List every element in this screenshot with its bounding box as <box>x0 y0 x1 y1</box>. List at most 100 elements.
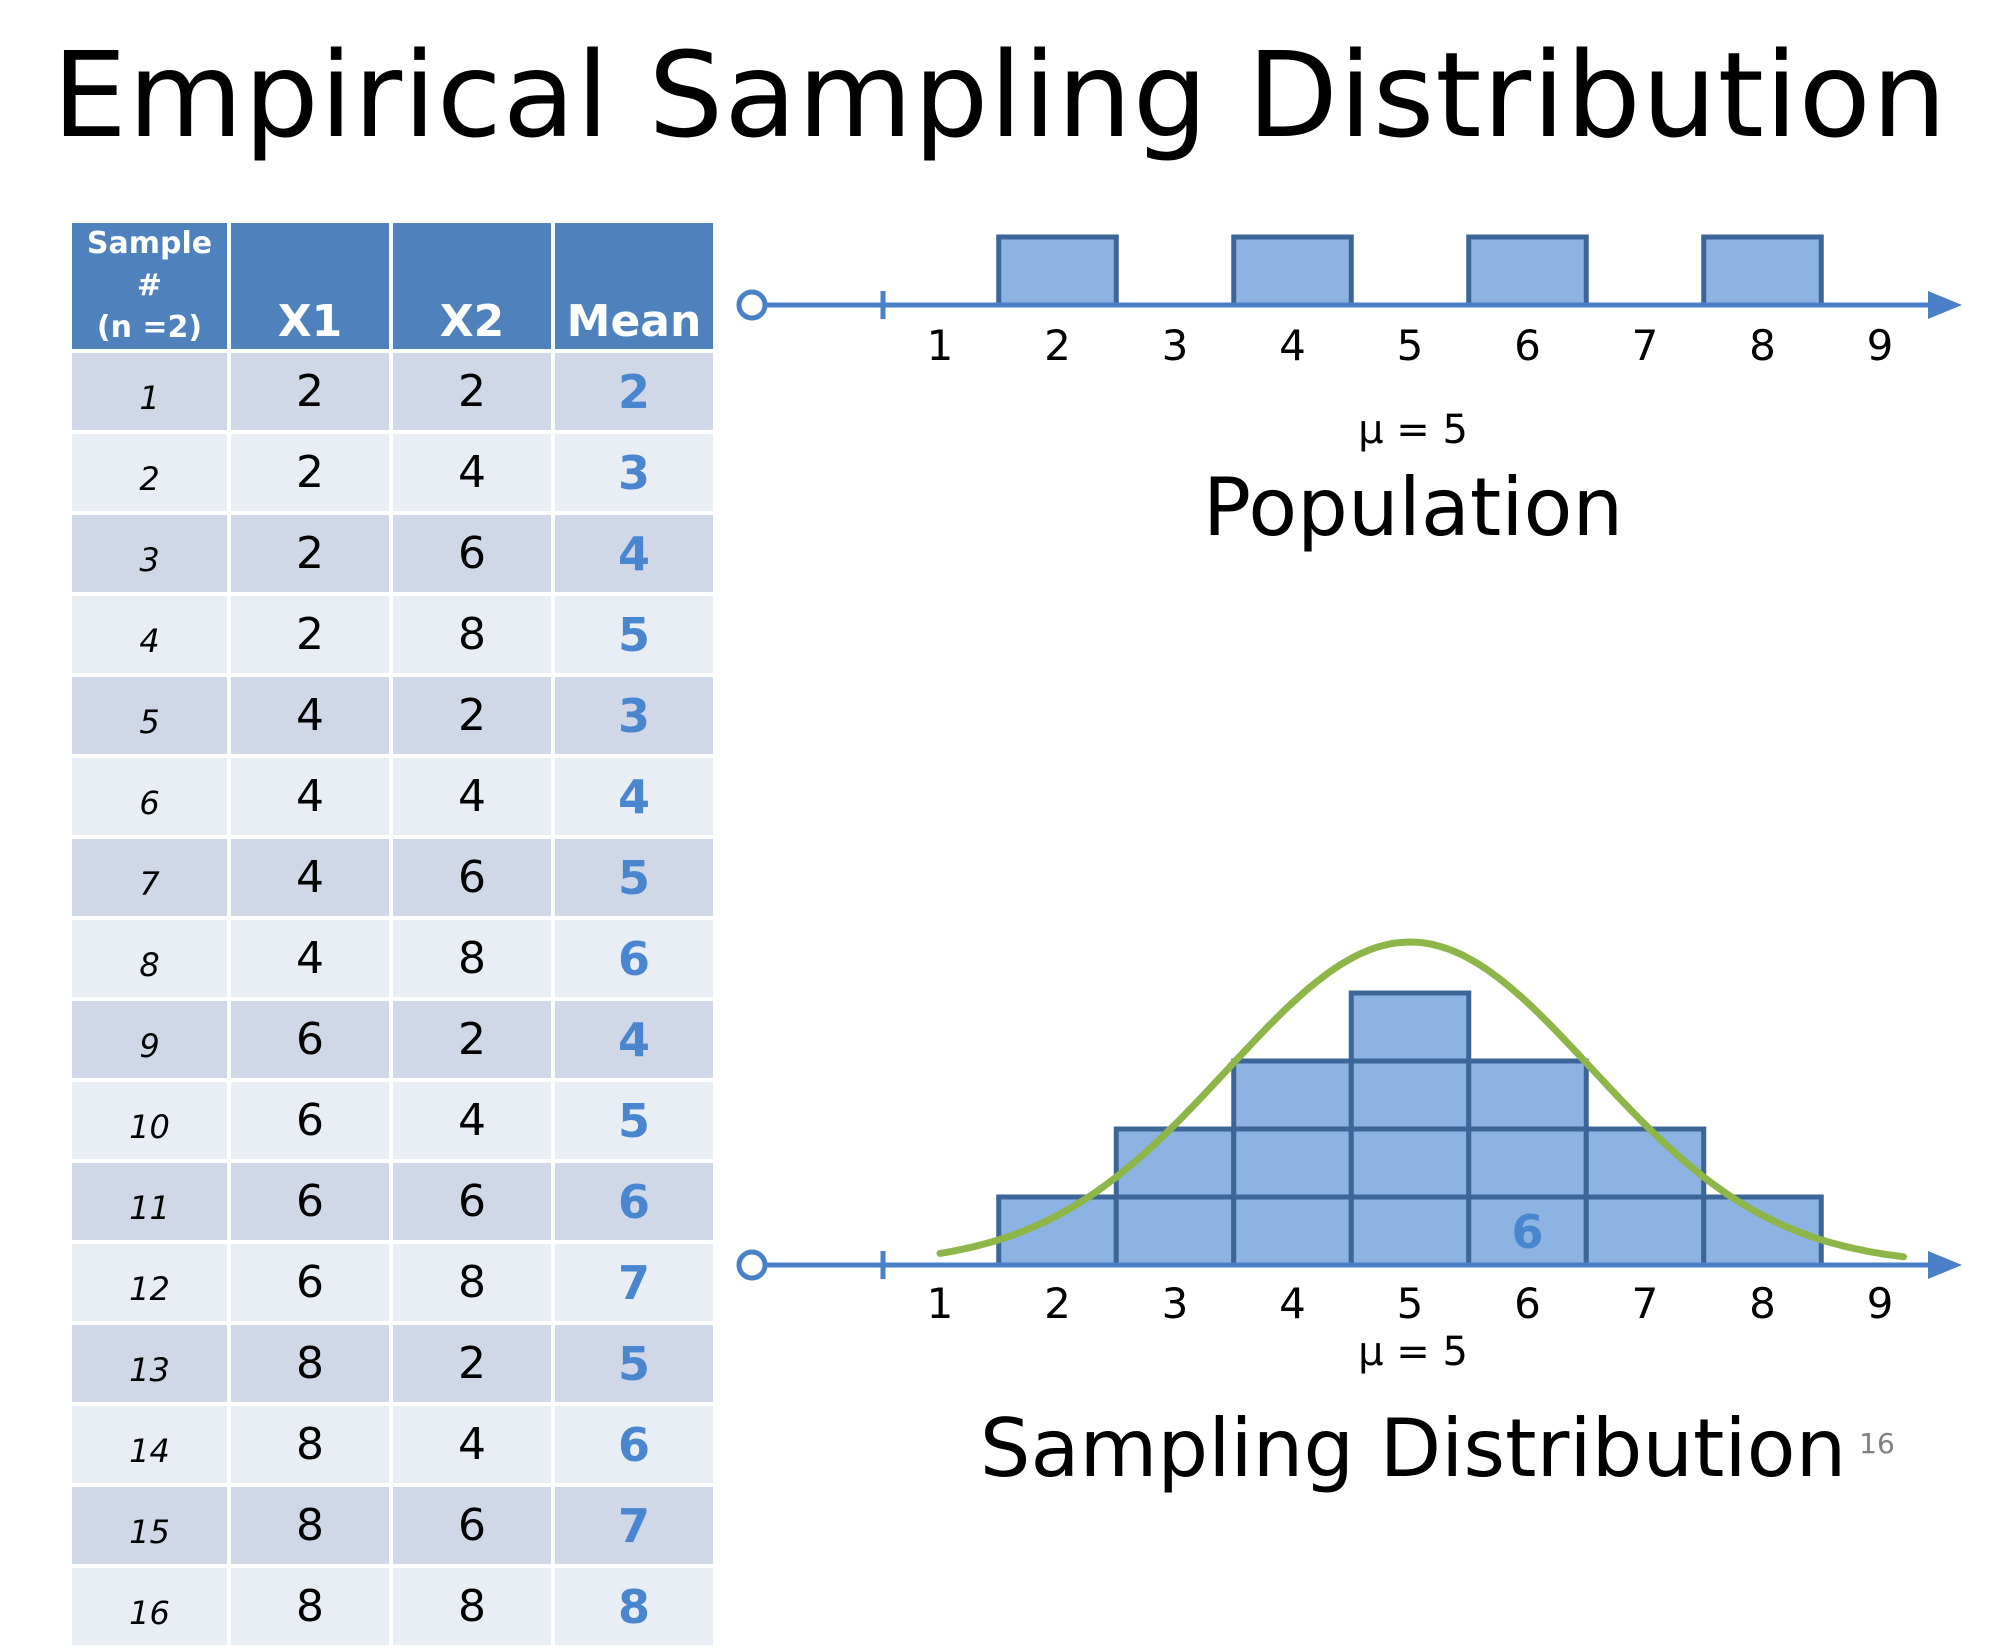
axis-tick-label: 9 <box>1867 321 1894 370</box>
cell-x1: 4 <box>231 758 389 835</box>
cell-sample-number: 10 <box>72 1082 227 1159</box>
cell-x1: 8 <box>231 1406 389 1483</box>
cell-x1: 4 <box>231 920 389 997</box>
population-box <box>1231 234 1354 308</box>
cell-sample-number: 13 <box>72 1325 227 1402</box>
cell-sample-number: 9 <box>72 1001 227 1078</box>
cell-mean: 5 <box>555 1082 713 1159</box>
cell-x2: 6 <box>393 839 551 916</box>
population-box <box>996 234 1119 308</box>
slide-title: Empirical Sampling Distribution <box>52 26 1948 164</box>
sampling-distribution-diagram: 1 2 3 4 5 6 7 8 9 6 μ = 5 Sampling Distribution <box>736 938 1962 1495</box>
cell-mean: 4 <box>555 515 713 592</box>
cell-x2: 8 <box>393 1244 551 1321</box>
cell-x1: 2 <box>231 515 389 592</box>
axis-tick-label: 8 <box>1749 321 1776 370</box>
sampling-box <box>1348 990 1472 1064</box>
table-header-row: Sample # (n =2) X1 X2 Mean <box>72 223 713 349</box>
table-row: 16 8 8 8 <box>72 1568 713 1645</box>
axis-tick-label: 1 <box>927 1279 954 1328</box>
cell-x1: 4 <box>231 839 389 916</box>
cell-x2: 8 <box>393 1568 551 1645</box>
cell-x2: 4 <box>393 434 551 511</box>
cell-x1: 8 <box>231 1568 389 1645</box>
cell-x2: 4 <box>393 1082 551 1159</box>
population-box <box>1701 234 1824 308</box>
sampling-box <box>1231 1058 1354 1132</box>
axis-tick-label: 5 <box>1397 321 1424 370</box>
cell-mean: 2 <box>555 353 713 430</box>
axis-tick-label: 8 <box>1749 1279 1776 1328</box>
table-row: 13 8 2 5 <box>72 1325 713 1402</box>
axis-tick-label: 4 <box>1279 321 1306 370</box>
sampling-box <box>1348 1194 1472 1268</box>
cell-mean: 6 <box>555 1406 713 1483</box>
cell-sample-number: 5 <box>72 677 227 754</box>
cell-sample-number: 1 <box>72 353 227 430</box>
cell-mean: 3 <box>555 677 713 754</box>
cell-x1: 2 <box>231 353 389 430</box>
axis-origin-circle <box>736 289 768 321</box>
sampling-mu-label: μ = 5 <box>1358 1329 1468 1375</box>
cell-x2: 4 <box>393 1406 551 1483</box>
axis-tick-label: 2 <box>1044 321 1071 370</box>
header-sample-line2: (n =2) <box>96 310 203 345</box>
sampling-box <box>1466 1126 1589 1200</box>
cell-sample-number: 6 <box>72 758 227 835</box>
axis-tick-label: 6 <box>1514 321 1541 370</box>
axis-tick-label: 1 <box>927 321 954 370</box>
sampling-box <box>1583 1194 1707 1268</box>
cell-sample-number: 4 <box>72 596 227 673</box>
axis-arrowhead <box>1928 291 1962 319</box>
cell-sample-number: 8 <box>72 920 227 997</box>
cell-x2: 2 <box>393 1001 551 1078</box>
cell-sample-number: 12 <box>72 1244 227 1321</box>
sampling-box <box>1231 1126 1354 1200</box>
cell-mean: 5 <box>555 839 713 916</box>
sampling-distribution-label: Sampling Distribution <box>980 1402 1847 1495</box>
cell-x1: 2 <box>231 596 389 673</box>
cell-mean: 3 <box>555 434 713 511</box>
cell-sample-number: 2 <box>72 434 227 511</box>
cell-x2: 2 <box>393 677 551 754</box>
cell-mean: 8 <box>555 1568 713 1645</box>
cell-x2: 8 <box>393 920 551 997</box>
cell-x1: 6 <box>231 1163 389 1240</box>
cell-sample-number: 14 <box>72 1406 227 1483</box>
sampling-box <box>1466 1058 1589 1132</box>
cell-x1: 2 <box>231 434 389 511</box>
cell-x1: 6 <box>231 1244 389 1321</box>
header-x2: X2 <box>393 223 551 349</box>
cell-mean: 6 <box>555 920 713 997</box>
axis-tick-label: 3 <box>1162 1279 1189 1328</box>
axis-origin-circle <box>736 1249 768 1281</box>
cell-sample-number: 7 <box>72 839 227 916</box>
cell-x2: 2 <box>393 1325 551 1402</box>
axis-tick-label: 7 <box>1632 1279 1659 1328</box>
header-sample: Sample # (n =2) <box>72 223 227 349</box>
sampling-annotation: 6 <box>1511 1205 1543 1259</box>
axis-tick-label: 9 <box>1867 1279 1894 1328</box>
cell-x2: 2 <box>393 353 551 430</box>
table-row: 12 6 8 7 <box>72 1244 713 1321</box>
cell-x1: 6 <box>231 1001 389 1078</box>
slide-number: 16 <box>1859 1427 1895 1460</box>
cell-sample-number: 11 <box>72 1163 227 1240</box>
cell-mean: 4 <box>555 1001 713 1078</box>
cell-mean: 7 <box>555 1244 713 1321</box>
cell-mean: 4 <box>555 758 713 835</box>
population-mu-label: μ = 5 <box>1358 407 1468 453</box>
cell-x1: 8 <box>231 1325 389 1402</box>
axis-tick-label: 6 <box>1514 1279 1541 1328</box>
axis-arrowhead <box>1928 1251 1962 1279</box>
cell-mean: 6 <box>555 1163 713 1240</box>
table-row: 14 8 4 6 <box>72 1406 713 1483</box>
